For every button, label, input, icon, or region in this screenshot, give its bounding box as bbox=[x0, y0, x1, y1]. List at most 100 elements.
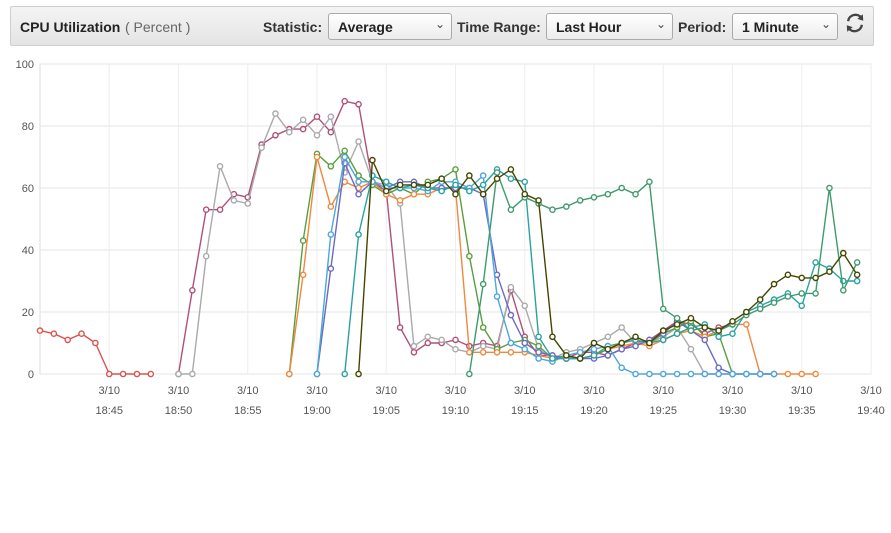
data-point bbox=[424, 181, 432, 189]
x-tick-time: 18:50 bbox=[165, 405, 193, 417]
data-point bbox=[341, 153, 349, 161]
statistic-label: Statistic: bbox=[263, 19, 323, 35]
data-point bbox=[327, 113, 335, 120]
data-point bbox=[618, 345, 626, 353]
data-point bbox=[618, 364, 626, 372]
y-tick-label: 80 bbox=[22, 121, 34, 133]
data-point bbox=[549, 333, 556, 341]
data-point bbox=[743, 321, 750, 328]
x-tick-time: 18:55 bbox=[234, 405, 262, 417]
data-point bbox=[770, 370, 778, 378]
chart-title: CPU Utilization bbox=[20, 19, 121, 35]
data-point bbox=[355, 370, 362, 378]
data-point bbox=[355, 138, 362, 145]
data-point bbox=[479, 324, 487, 331]
data-point bbox=[493, 348, 501, 356]
data-point bbox=[507, 166, 515, 173]
data-point bbox=[396, 197, 404, 204]
data-point bbox=[133, 370, 141, 378]
data-point bbox=[521, 339, 529, 347]
x-tick-date: 3/10 bbox=[583, 385, 604, 397]
data-point bbox=[313, 153, 321, 161]
data-point bbox=[743, 308, 750, 316]
data-point bbox=[299, 237, 307, 244]
data-point bbox=[313, 370, 321, 378]
data-point bbox=[382, 187, 390, 195]
data-point bbox=[576, 348, 584, 356]
data-point bbox=[202, 206, 210, 213]
data-point bbox=[549, 206, 556, 213]
data-point bbox=[604, 345, 612, 353]
data-point bbox=[840, 249, 847, 257]
data-point bbox=[175, 370, 182, 378]
data-point bbox=[659, 370, 667, 378]
data-point bbox=[673, 370, 681, 378]
period-select[interactable]: 1 Minute ⌄ bbox=[732, 13, 838, 40]
data-point bbox=[784, 370, 792, 378]
data-point bbox=[216, 162, 224, 170]
data-point bbox=[299, 271, 307, 279]
data-point bbox=[673, 321, 681, 328]
x-tick-date: 3/10 bbox=[237, 385, 258, 397]
data-point bbox=[853, 259, 861, 266]
data-point bbox=[618, 339, 626, 347]
data-point bbox=[756, 370, 764, 378]
data-point bbox=[479, 342, 487, 350]
data-point bbox=[840, 286, 847, 294]
data-point bbox=[784, 293, 792, 300]
data-point bbox=[369, 172, 376, 179]
data-point bbox=[466, 252, 473, 260]
time-range-select[interactable]: Last Hour ⌄ bbox=[546, 13, 673, 40]
data-point bbox=[798, 290, 806, 297]
data-point bbox=[355, 190, 362, 198]
data-point bbox=[687, 370, 695, 378]
x-tick-date: 3/10 bbox=[653, 385, 674, 397]
data-point bbox=[563, 203, 570, 210]
data-point bbox=[313, 113, 321, 120]
data-point bbox=[452, 166, 459, 173]
data-point bbox=[438, 187, 445, 195]
data-point bbox=[285, 370, 293, 378]
data-point bbox=[853, 271, 861, 279]
data-point bbox=[92, 339, 99, 347]
data-point bbox=[770, 280, 778, 288]
data-point bbox=[576, 355, 584, 362]
data-point bbox=[410, 342, 418, 350]
data-point bbox=[202, 252, 210, 260]
data-point bbox=[618, 184, 626, 192]
data-point bbox=[576, 197, 584, 204]
data-point bbox=[659, 336, 667, 344]
data-point bbox=[701, 336, 709, 344]
data-point bbox=[604, 333, 612, 341]
data-point bbox=[396, 181, 404, 189]
x-tick-time: 19:05 bbox=[372, 405, 400, 417]
data-point bbox=[410, 348, 418, 356]
data-point bbox=[466, 370, 473, 378]
data-point bbox=[646, 339, 653, 347]
data-point bbox=[313, 131, 321, 139]
refresh-icon[interactable] bbox=[844, 12, 866, 34]
statistic-select[interactable]: Average ⌄ bbox=[328, 13, 452, 40]
x-tick-date: 3/10 bbox=[860, 385, 881, 397]
data-point bbox=[189, 286, 196, 294]
data-point bbox=[341, 97, 349, 105]
data-point bbox=[327, 128, 335, 136]
data-point bbox=[438, 175, 445, 182]
x-tick-time: 19:35 bbox=[788, 405, 816, 417]
time-range-value: Last Hour bbox=[556, 19, 622, 35]
x-tick-time: 19:20 bbox=[580, 405, 608, 417]
x-tick-time: 19:40 bbox=[857, 405, 885, 417]
x-tick-date: 3/10 bbox=[168, 385, 189, 397]
x-tick-date: 3/10 bbox=[306, 385, 327, 397]
data-point bbox=[812, 274, 819, 282]
data-point bbox=[327, 203, 335, 210]
data-point bbox=[756, 305, 764, 313]
data-point bbox=[299, 116, 307, 124]
data-point bbox=[355, 231, 362, 238]
x-tick-time: 19:15 bbox=[511, 405, 539, 417]
data-point bbox=[673, 314, 681, 322]
y-tick-label: 40 bbox=[22, 245, 34, 257]
data-point bbox=[341, 147, 349, 155]
data-point bbox=[729, 330, 736, 338]
